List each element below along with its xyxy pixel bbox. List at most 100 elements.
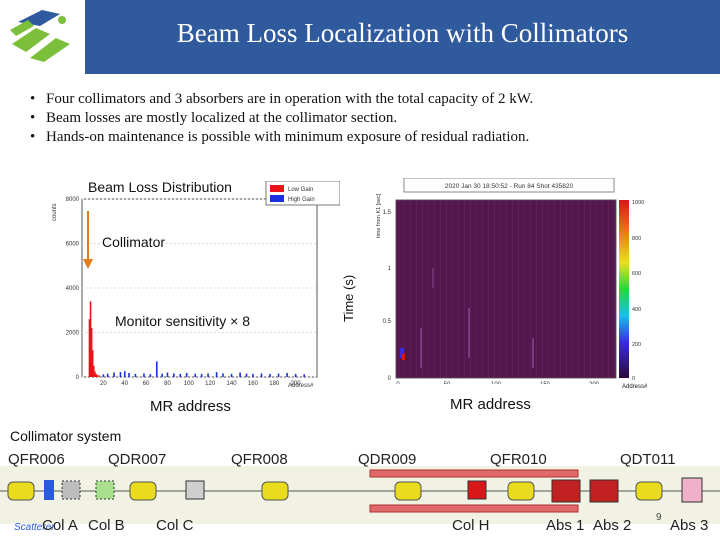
bar-high-gain xyxy=(123,371,126,377)
bar-low-gain xyxy=(95,373,97,377)
scatterer-label: Scatterer xyxy=(14,522,55,533)
collimator-col-a xyxy=(61,480,81,500)
heatmap-x-tick: 50 xyxy=(444,382,451,384)
colorbar-tick: 0 xyxy=(632,376,635,382)
legend-swatch-low-gain xyxy=(270,185,284,192)
bullet-marker: • xyxy=(30,110,36,126)
scatterer xyxy=(44,480,54,500)
component-label-abs-3: Abs 3 xyxy=(670,517,708,534)
bar-low-gain xyxy=(91,350,94,377)
y-tick-label: 6000 xyxy=(66,242,80,248)
magnet-label-qdr007: QDR007 xyxy=(108,451,166,468)
bullet-item-3: • Hands-on maintenance is possible with m… xyxy=(30,129,529,146)
x-tick-label: 40 xyxy=(121,381,128,387)
component-label-col-c: Col C xyxy=(156,517,194,534)
magnet-label-qfr010: QFR010 xyxy=(490,451,547,468)
collimator-col-b xyxy=(95,480,115,500)
x-tick-label: 200 xyxy=(291,381,302,387)
logo xyxy=(0,0,85,74)
bullet-item-2: • Beam losses are mostly localized at the… xyxy=(30,110,397,127)
colorbar-tick: 800 xyxy=(632,236,641,242)
bend-magnet-lower xyxy=(369,504,579,513)
heatmap-spot xyxy=(400,348,404,358)
time-address-heatmap: 2020 Jan 30 18:50:52 - Run 84 Shot 43582… xyxy=(372,177,660,388)
quadrupole xyxy=(7,481,35,501)
heatmap-spot xyxy=(432,268,434,288)
bend-magnet-upper xyxy=(369,469,579,478)
bar-high-gain xyxy=(207,373,209,377)
component-label-col-h: Col H xyxy=(452,517,490,534)
component-label-col-b: Col B xyxy=(88,517,125,534)
magnet-label-qdt011: QDT011 xyxy=(620,451,676,468)
legend-swatch-high-gain xyxy=(270,195,284,202)
heatmap-y-tick: 1.5 xyxy=(383,210,392,216)
bullet-marker: • xyxy=(30,91,36,107)
y-tick-label: 2000 xyxy=(66,331,80,337)
bar-high-gain xyxy=(106,373,109,377)
component-label-abs-1: Abs 1 xyxy=(546,517,584,534)
quadrupole xyxy=(635,481,663,501)
x-tick-label: 20 xyxy=(100,381,107,387)
heatmap-spot xyxy=(532,338,534,368)
bar-high-gain xyxy=(149,374,152,377)
bar-low-gain xyxy=(94,371,96,377)
quadrupole xyxy=(129,481,157,501)
magnet-label-qfr008: QFR008 xyxy=(231,451,288,468)
heatmap-spot xyxy=(420,328,422,368)
heatmap-header: 2020 Jan 30 18:50:52 - Run 84 Shot 43582… xyxy=(445,183,574,190)
bar-high-gain xyxy=(222,373,224,377)
colorbar-tick: 200 xyxy=(632,342,641,348)
right-y-axis-label: Time (s) xyxy=(341,274,356,322)
bullet-marker: • xyxy=(30,129,36,145)
magnet-label-qfr006: QFR006 xyxy=(8,451,65,468)
heatmap-y-tick: 0.5 xyxy=(383,319,392,325)
heatmap-header-box xyxy=(403,177,615,193)
heatmap-y-tick: 1 xyxy=(388,266,392,272)
collimator-col-c xyxy=(185,480,205,500)
bar-high-gain xyxy=(230,373,233,377)
page-number: 9 xyxy=(656,512,662,523)
page-title: Beam Loss Localization with Collimators xyxy=(176,18,629,48)
bar-low-gain xyxy=(90,328,93,377)
absorber-abs-2 xyxy=(589,479,619,503)
colorbar-tick: 1000 xyxy=(632,200,644,206)
beam-loss-chart: 0 2000 4000 6000 8000 20 40 60 80 100 120 140 160 180… xyxy=(50,180,341,389)
colorbar-tick: 400 xyxy=(632,307,641,313)
bar-high-gain xyxy=(173,373,175,377)
bar-low-gain xyxy=(92,365,95,377)
x-tick-label: 120 xyxy=(205,381,216,387)
bar-high-gain xyxy=(102,374,105,377)
y-tick-label: 4000 xyxy=(66,286,80,292)
x-tick-label: 100 xyxy=(184,381,195,387)
x-tick-label: 140 xyxy=(227,381,238,387)
bullet-text: Hands-on maintenance is possible with mi… xyxy=(46,129,530,145)
absorber-abs-3 xyxy=(681,477,703,503)
bar-high-gain xyxy=(260,373,263,377)
bar-high-gain xyxy=(294,373,297,377)
heatmap-spot xyxy=(402,354,405,360)
bar-low-gain xyxy=(88,319,91,377)
bar-high-gain xyxy=(286,372,288,377)
right-mr-address-label: MR address xyxy=(450,396,531,413)
beam-loss-chart-svg: 0 2000 4000 6000 8000 20 40 60 80 100 120 140 160 180… xyxy=(50,180,341,389)
x-axis-label: Address# xyxy=(288,383,314,389)
bar-high-gain xyxy=(185,372,188,377)
collimator-arrowhead xyxy=(83,259,93,269)
heatmap-svg: 2020 Jan 30 18:50:52 - Run 84 Shot 43582… xyxy=(372,177,660,388)
bar-high-gain xyxy=(303,374,305,377)
colorbar-tick: 600 xyxy=(632,271,641,277)
bar-high-gain xyxy=(179,373,182,377)
bar-low-gain xyxy=(96,374,98,377)
x-tick-label: 180 xyxy=(269,381,280,387)
bar-high-gain xyxy=(215,372,218,377)
y-tick-label: 0 xyxy=(76,375,80,381)
bar-high-gain xyxy=(194,373,197,377)
heatmap-x-axis-label: Address# xyxy=(622,384,648,390)
bullet-item-1: • Four collimators and 3 absorbers are in… xyxy=(30,91,533,108)
beamline-svg: QFR006 QDR007 QFR008 QDR009 QFR010 QDT01… xyxy=(0,451,720,534)
bullet-text: Four collimators and 3 absorbers are in … xyxy=(46,91,534,107)
bar-high-gain xyxy=(143,373,145,377)
bar-high-gain xyxy=(113,372,115,377)
header-bar xyxy=(85,0,720,74)
bar-high-gain xyxy=(239,372,241,377)
